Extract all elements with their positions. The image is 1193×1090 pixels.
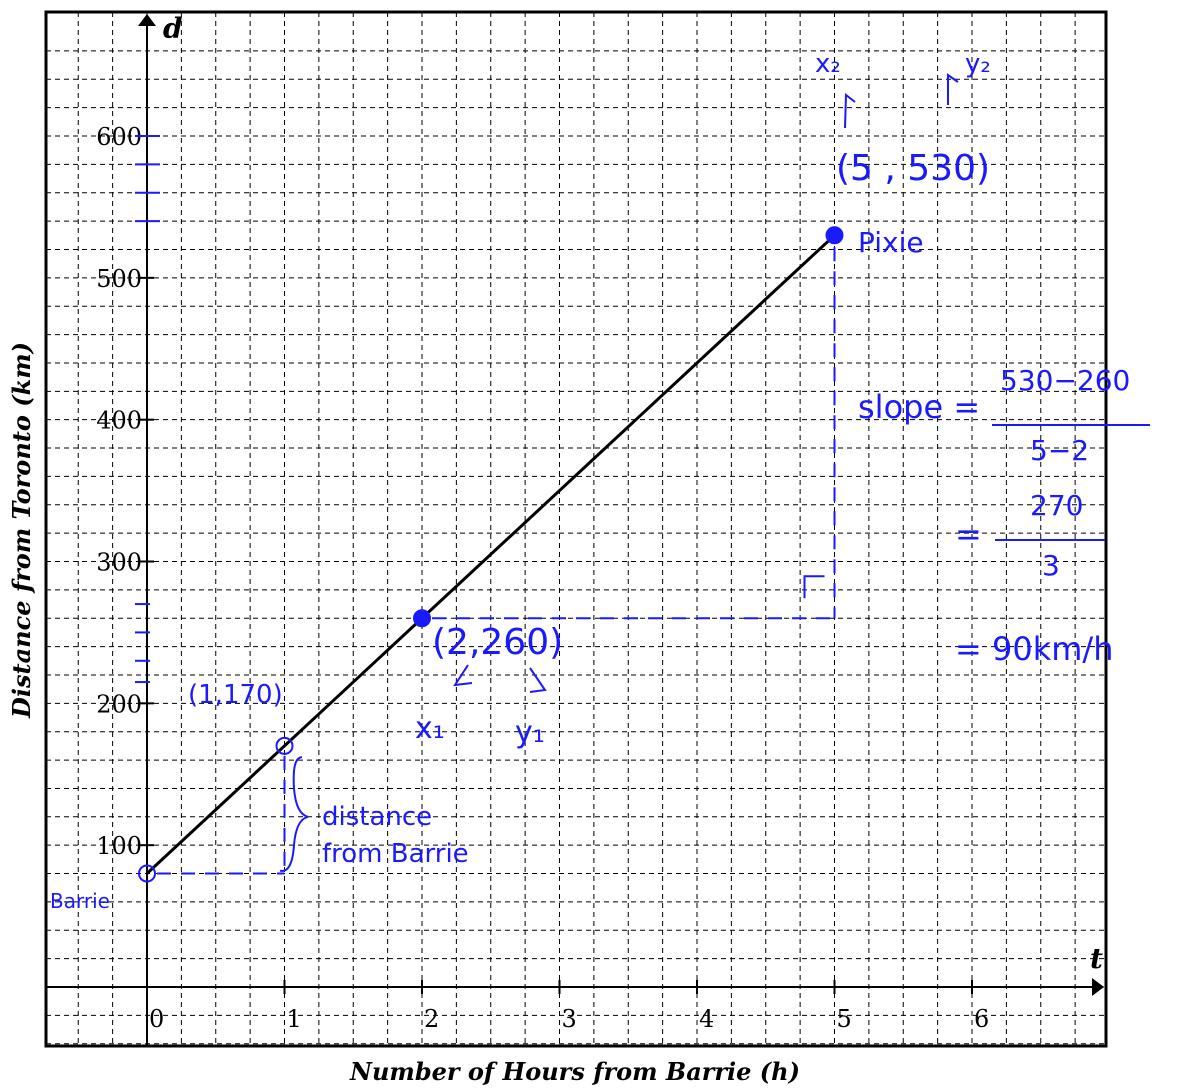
x-axis-var: t <box>1090 942 1103 975</box>
x-tick-label: 4 <box>699 1005 714 1033</box>
arrow-to-y1 <box>529 667 547 693</box>
series-line <box>145 234 836 875</box>
annotation-pixie: Pixie <box>858 226 924 259</box>
x-tick-label: 0 <box>149 1005 164 1033</box>
arrow-to-y2 <box>947 73 959 105</box>
annotation-slope-numerator: 530−260 <box>1000 364 1130 397</box>
annotation-eq2-numerator: 270 <box>1030 489 1083 522</box>
right-angle-mark <box>803 575 825 599</box>
y-axis-var: d <box>163 12 183 45</box>
y-tick-label: 100 <box>96 832 142 860</box>
x-axis-arrow <box>1092 978 1104 996</box>
data-point-open <box>275 736 294 755</box>
y-tick-label: 300 <box>96 549 142 577</box>
annotation-slope-denominator: 5−2 <box>1030 434 1089 467</box>
x-axis-label: Number of Hours from Barrie (h) <box>349 1057 800 1086</box>
annotation-point-2-x: x₁ <box>415 711 445 746</box>
arrow-to-x2 <box>844 93 856 129</box>
x-tick-label: 5 <box>837 1005 852 1033</box>
data-point-filled <box>825 226 844 245</box>
annotation-result: = 90km/h <box>955 630 1113 668</box>
annotation-point-2: (2,260) <box>432 622 563 663</box>
annotation-bracket-line-1: distance <box>322 802 432 832</box>
annotation-eq2-denominator: 3 <box>1042 549 1060 582</box>
axes <box>46 14 1104 1046</box>
annotation-point-5: (5 , 530) <box>836 148 990 189</box>
annotation-barrie: Barrie <box>50 889 110 913</box>
annotation-equals: = <box>955 515 982 553</box>
points-layer <box>138 226 844 883</box>
annotation-slope-label: slope = <box>858 388 980 426</box>
arrow-to-x1 <box>452 664 473 687</box>
annotation-point-5-x: x₂ <box>815 49 841 79</box>
handwritten-guides <box>135 73 1150 875</box>
annotations: Barrie (1,170) (2,260) x₁ y₁ (5 , 530) x… <box>50 49 1130 913</box>
data-point-open <box>138 864 156 883</box>
tick-labels: 0 1 2 3 4 5 6 100 200 300 400 500 600 <box>96 123 989 1033</box>
x-tick-label: 3 <box>562 1005 577 1033</box>
x-tick-label: 1 <box>287 1005 302 1033</box>
annotation-bracket-line-2: from Barrie <box>322 839 469 869</box>
y-tick-label: 600 <box>96 123 142 151</box>
y-axis-arrow <box>138 14 156 26</box>
annotation-point-2-y: y₁ <box>515 715 545 750</box>
y-tick-label: 200 <box>96 690 142 718</box>
y-tick-label: 500 <box>96 265 142 293</box>
bracket <box>279 756 309 872</box>
x-tick-label: 6 <box>974 1005 989 1033</box>
annotation-point-1: (1,170) <box>188 680 283 710</box>
y-tick-label: 400 <box>96 407 142 435</box>
series-layer <box>145 234 836 875</box>
y-axis-label: Distance from Toronto (km) <box>7 342 36 719</box>
data-point-filled <box>413 609 431 628</box>
annotation-point-5-y: y₂ <box>965 49 991 79</box>
x-tick-label: 2 <box>424 1005 439 1033</box>
